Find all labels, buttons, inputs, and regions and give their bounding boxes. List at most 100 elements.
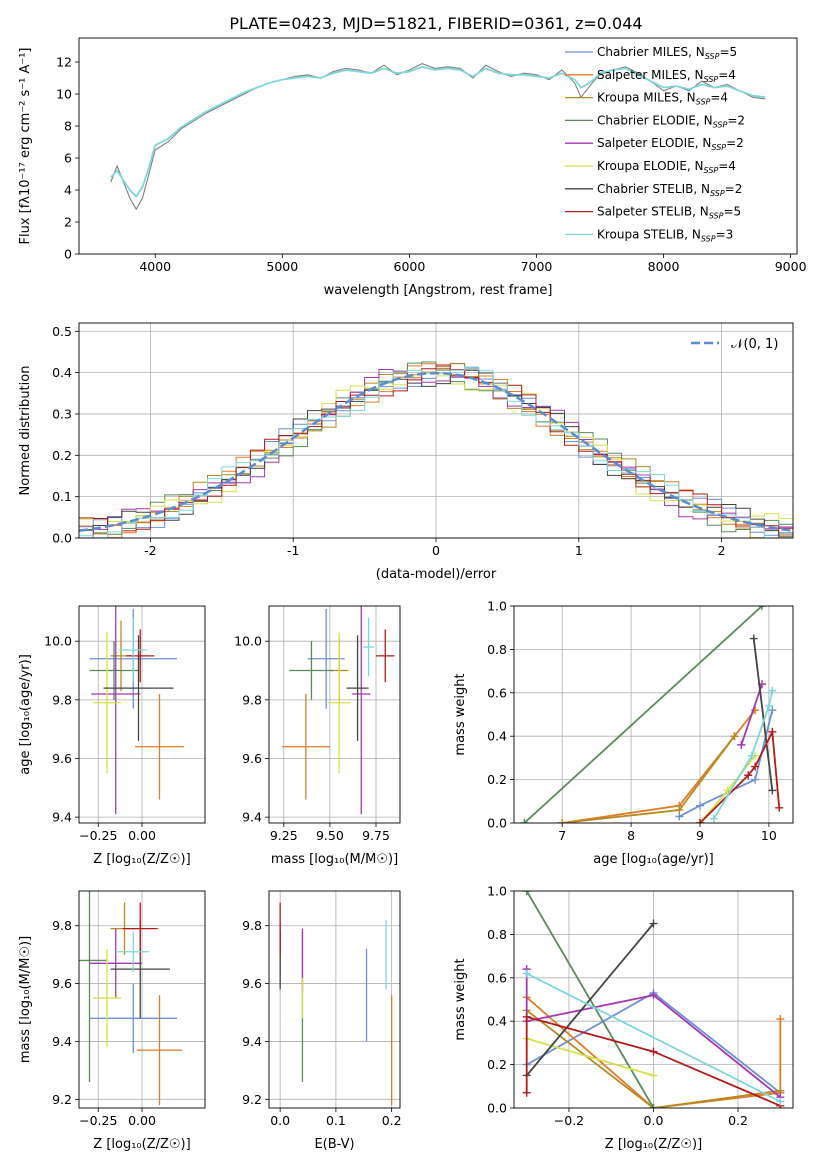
weight_vs_z-x-tick-label: 0.0 xyxy=(644,1113,664,1128)
weight-point-marker xyxy=(558,819,567,823)
weight_vs_age-y-axis-label: mass weight xyxy=(453,673,468,755)
mass_vs_z-frame xyxy=(78,890,206,1109)
age_vs_mass-x-axis-label: mass [log₁₀(M/M☉)] xyxy=(271,852,398,867)
weight-point-marker xyxy=(776,1097,785,1106)
weight-series-line xyxy=(740,683,763,746)
weight_vs_z-y-tick-label: 0.0 xyxy=(487,1101,507,1116)
spectrum-y-tick-label: 12 xyxy=(56,55,72,70)
legend-entry-label: Kroupa STELIB, NSSP=3 xyxy=(597,227,733,243)
weight-series-line xyxy=(752,638,774,791)
weight-series-line xyxy=(525,969,781,1098)
weight_vs_z-y-tick-label: 0.6 xyxy=(487,970,507,985)
age_vs_mass-x-tick-label: 9.25 xyxy=(270,828,298,843)
weight-series-line xyxy=(562,709,756,823)
residuals-y-tick-label: 0.5 xyxy=(52,324,72,339)
weight-point-marker xyxy=(709,814,718,823)
histogram-series xyxy=(79,364,793,532)
weight-series-line xyxy=(525,1015,781,1107)
residuals-x-tick-label: 2 xyxy=(718,543,726,558)
weight-point-marker xyxy=(520,819,529,823)
mass-vs-ebv-panel: 0.0 0.1 0.2 9.2 9.4 9.6 9.8 E(B-V) xyxy=(242,890,402,1152)
age_vs_z-y-axis-label: age [log₁₀(age/yr)] xyxy=(18,654,33,775)
weight-point-marker xyxy=(749,634,758,643)
spectrum-y-axis-label: Flux [fλ10⁻¹⁷ erg cm⁻² s⁻¹ A⁻¹] xyxy=(18,48,33,245)
residuals-y-tick-label: 0.1 xyxy=(52,489,72,504)
weight-series-line xyxy=(713,690,774,820)
age_vs_z-x-tick-label: −0.25 xyxy=(79,828,117,843)
weight_vs_z-y-tick-label: 1.0 xyxy=(487,884,507,899)
residuals-x-tick-label: -2 xyxy=(144,543,156,558)
mass_vs_z-x-axis-label: Z [log₁₀(Z/Z☉)] xyxy=(93,1137,190,1152)
legend-entry-label: Kroupa MILES, NSSP=4 xyxy=(597,91,728,107)
mass_vs_z-y-tick-label: 9.4 xyxy=(52,1034,72,1049)
age-vs-mass-panel: 9.25 9.50 9.75 9.4 9.6 9.8 10.0 mass [log₁₀(M/M… xyxy=(234,605,401,867)
spectrum-y-tick-label: 0 xyxy=(64,247,72,262)
mass_vs_ebv-y-tick-label: 9.2 xyxy=(242,1092,262,1107)
spectrum-x-tick-label: 8000 xyxy=(648,259,680,274)
weight_vs_age-frame xyxy=(513,605,794,824)
weight-point-marker xyxy=(747,751,756,760)
spectrum-plot-area xyxy=(110,63,766,211)
weight-point-marker xyxy=(768,786,777,795)
age_vs_mass-plot-area xyxy=(281,606,395,815)
weight-point-marker xyxy=(764,701,773,710)
age-vs-metallicity-panel: −0.25 0.00 9.4 9.6 9.8 10.0 Z [log₁₀(Z/Z☉)] age… xyxy=(18,605,206,867)
mass_vs_z-grid xyxy=(79,891,205,1108)
mass_vs_ebv-x-tick-label: 0.2 xyxy=(382,1113,402,1128)
mass_vs_ebv-x-tick-label: 0.0 xyxy=(270,1113,290,1128)
age_vs_z-y-tick-label: 9.4 xyxy=(52,810,72,825)
weight-point-marker xyxy=(768,706,777,715)
weight_vs_z-y-tick-label: 0.4 xyxy=(487,1014,507,1029)
spectrum-frame xyxy=(78,37,798,255)
weight-point-marker xyxy=(696,801,704,810)
age_vs_z-grid xyxy=(79,606,205,823)
weight-point-marker xyxy=(768,727,777,736)
weight-point-marker xyxy=(744,771,753,780)
spectrum-y-tick-label: 8 xyxy=(64,119,72,134)
weight-point-marker xyxy=(649,919,658,928)
mass_vs_z-y-tick-label: 9.6 xyxy=(52,976,72,991)
weight-series-line xyxy=(526,922,655,1077)
weight-series-line xyxy=(526,1037,654,1077)
weight-point-marker xyxy=(776,1015,785,1024)
residuals-y-tick-label: 0.4 xyxy=(52,365,72,380)
spectrum-panel: 4000 5000 6000 7000 8000 9000 0 2 4 6 8 10 12 wavelen… xyxy=(18,37,807,298)
weight_vs_age-x-tick-label: 9 xyxy=(696,828,704,843)
weight_vs_z-x-axis-label: Z [log₁₀(Z/Z☉)] xyxy=(605,1137,702,1152)
weight-series-line xyxy=(523,606,763,823)
mass_vs_z-y-tick-label: 9.2 xyxy=(52,1092,72,1107)
weight_vs_z-y-tick-label: 0.2 xyxy=(487,1057,507,1072)
residuals-y-tick-label: 0.2 xyxy=(52,448,72,463)
weight-vs-age-panel: 7 8 9 10 0.0 0.2 0.4 0.6 0.8 1.0 age [log₁₀(age/yr… xyxy=(453,599,794,867)
spectrum-x-tick-label: 5000 xyxy=(266,259,298,274)
age_vs_mass-frame xyxy=(268,605,401,824)
weight-point-marker xyxy=(649,991,658,1000)
weight_vs_age-plot-area xyxy=(520,606,784,823)
figure-title: PLATE=0423, MJD=51821, FIBERID=0361, z=0… xyxy=(229,14,642,33)
mass_vs_ebv-x-axis-label: E(B-V) xyxy=(314,1137,354,1152)
weight_vs_age-x-tick-label: 7 xyxy=(558,828,566,843)
weight_vs_age-x-tick-label: 8 xyxy=(627,828,635,843)
spectrum-x-tick-label: 7000 xyxy=(521,259,553,274)
spectrum-x-tick-label: 6000 xyxy=(394,259,426,274)
weight_vs_age-y-tick-label: 0.2 xyxy=(487,772,507,787)
mass_vs_ebv-frame xyxy=(268,890,401,1109)
residuals-grid xyxy=(79,323,793,539)
weight-point-marker xyxy=(522,1088,531,1097)
residuals-y-tick-label: 0.0 xyxy=(52,531,72,546)
mass_vs_ebv-y-tick-label: 9.6 xyxy=(242,976,262,991)
mass_vs_ebv-x-tick-label: 0.1 xyxy=(326,1113,346,1128)
age_vs_z-x-axis-label: Z [log₁₀(Z/Z☉)] xyxy=(93,852,190,867)
mass_vs_z-x-tick-label: −0.25 xyxy=(79,1113,117,1128)
mass_vs_z-x-tick-label: 0.00 xyxy=(128,1113,156,1128)
age_vs_z-x-tick-label: 0.00 xyxy=(128,828,156,843)
mass_vs_z-plot-area xyxy=(79,891,183,1106)
spectrum-x-tick-label: 9000 xyxy=(775,259,807,274)
spectrum-y-tick-label: 10 xyxy=(56,87,72,102)
weight-point-marker xyxy=(751,775,760,784)
mass_vs_ebv-y-tick-label: 9.4 xyxy=(242,1034,262,1049)
weight-point-marker xyxy=(649,1047,658,1056)
weight-point-marker xyxy=(522,891,531,895)
mass_vs_ebv-grid xyxy=(269,891,400,1108)
